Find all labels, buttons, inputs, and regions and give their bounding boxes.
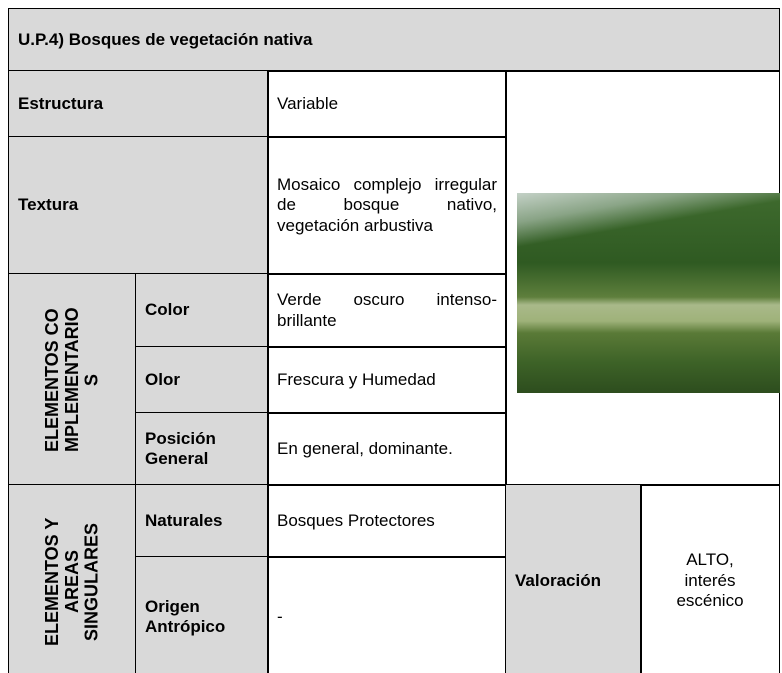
row-value: Mosaico complejo irregular de bosque nat…: [267, 136, 507, 275]
row-label: Estructura: [8, 70, 269, 138]
item-value-text: En general, dominante.: [277, 438, 453, 458]
item-value: Bosques Protectores: [267, 484, 507, 558]
item-value: -: [267, 556, 507, 673]
row-label: Textura: [8, 136, 269, 275]
item-label: Origen Antrópico: [135, 556, 269, 673]
item-value-text: Verde oscuro intenso-brillante: [277, 290, 497, 330]
item-label: Olor: [135, 346, 269, 414]
item-value: Verde oscuro intenso-brillante: [267, 273, 507, 348]
item-label: Color: [135, 273, 269, 348]
item-value: Frescura y Humedad: [267, 346, 507, 414]
title: U.P.4) Bosques de vegetación nativa: [8, 8, 780, 72]
item-label: Posición General: [135, 412, 269, 486]
row-value-text: Mosaico complejo irregular de bosque nat…: [277, 174, 497, 235]
item-value: En general, dominante.: [267, 412, 507, 486]
row-value: Variable: [267, 70, 507, 138]
assessment-label: Valoración: [505, 484, 642, 673]
group-label-text: ELEMENTOS COMPLEMENTARIOS: [41, 307, 102, 452]
group-label-text: ELEMENTOS Y AREAS SINGULARES: [41, 516, 102, 646]
landscape-photo: [517, 193, 780, 393]
group-label: ELEMENTOS COMPLEMENTARIOS: [8, 273, 137, 486]
group-label: ELEMENTOS Y AREAS SINGULARES: [8, 484, 137, 673]
item-label: Naturales: [135, 484, 269, 558]
assessment-value: ALTO, interés escénico: [640, 484, 780, 673]
